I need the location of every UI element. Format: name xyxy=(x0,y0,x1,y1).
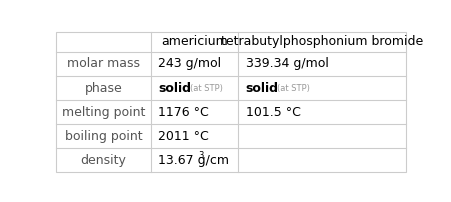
Text: 1176 °C: 1176 °C xyxy=(158,106,209,119)
Text: melting point: melting point xyxy=(62,106,145,119)
Text: 2011 °C: 2011 °C xyxy=(158,130,209,143)
Text: 13.67 g/cm: 13.67 g/cm xyxy=(158,154,230,167)
Text: 101.5 °C: 101.5 °C xyxy=(246,106,301,119)
Text: molar mass: molar mass xyxy=(67,57,140,70)
Text: 339.34 g/mol: 339.34 g/mol xyxy=(246,57,329,70)
Text: density: density xyxy=(81,154,126,167)
Text: solid: solid xyxy=(246,82,279,95)
Text: 243 g/mol: 243 g/mol xyxy=(158,57,221,70)
Text: phase: phase xyxy=(85,82,122,95)
Text: boiling point: boiling point xyxy=(65,130,143,143)
Text: 3: 3 xyxy=(198,152,204,160)
Text: solid: solid xyxy=(158,82,191,95)
Text: (at STP): (at STP) xyxy=(190,83,223,93)
Text: (at STP): (at STP) xyxy=(277,83,310,93)
Text: tetrabutylphosphonium bromide: tetrabutylphosphonium bromide xyxy=(221,35,423,48)
Text: americium: americium xyxy=(161,35,228,48)
